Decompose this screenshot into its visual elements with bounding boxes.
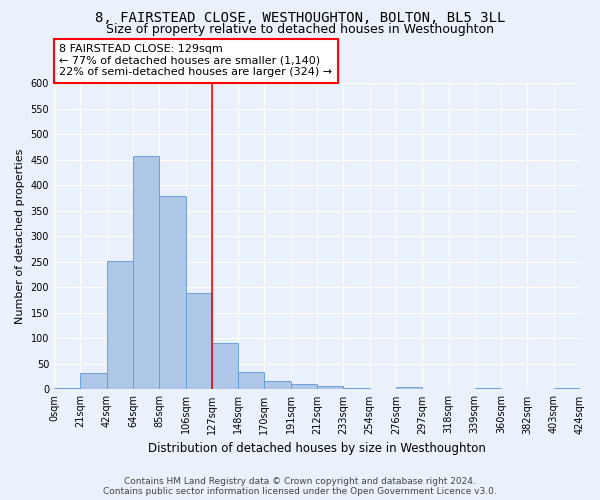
Text: 8, FAIRSTEAD CLOSE, WESTHOUGHTON, BOLTON, BL5 3LL: 8, FAIRSTEAD CLOSE, WESTHOUGHTON, BOLTON… — [95, 11, 505, 25]
Bar — [107, 262, 133, 390]
Bar — [133, 156, 159, 390]
Bar — [212, 343, 238, 390]
Bar — [265, 381, 291, 390]
Text: 8 FAIRSTEAD CLOSE: 129sqm
← 77% of detached houses are smaller (1,140)
22% of se: 8 FAIRSTEAD CLOSE: 129sqm ← 77% of detac… — [59, 44, 332, 78]
Bar — [396, 387, 422, 390]
Bar — [159, 196, 185, 390]
X-axis label: Distribution of detached houses by size in Westhoughton: Distribution of detached houses by size … — [148, 442, 486, 455]
Y-axis label: Number of detached properties: Number of detached properties — [15, 148, 25, 324]
Bar — [54, 388, 80, 390]
Bar — [343, 388, 370, 390]
Bar — [80, 372, 107, 390]
Text: Size of property relative to detached houses in Westhoughton: Size of property relative to detached ho… — [106, 22, 494, 36]
Bar — [554, 388, 580, 390]
Bar — [185, 292, 212, 390]
Bar — [475, 388, 501, 390]
Bar — [291, 384, 317, 390]
Bar — [238, 372, 265, 390]
Text: Contains HM Land Registry data © Crown copyright and database right 2024.
Contai: Contains HM Land Registry data © Crown c… — [103, 476, 497, 496]
Bar — [317, 386, 343, 390]
